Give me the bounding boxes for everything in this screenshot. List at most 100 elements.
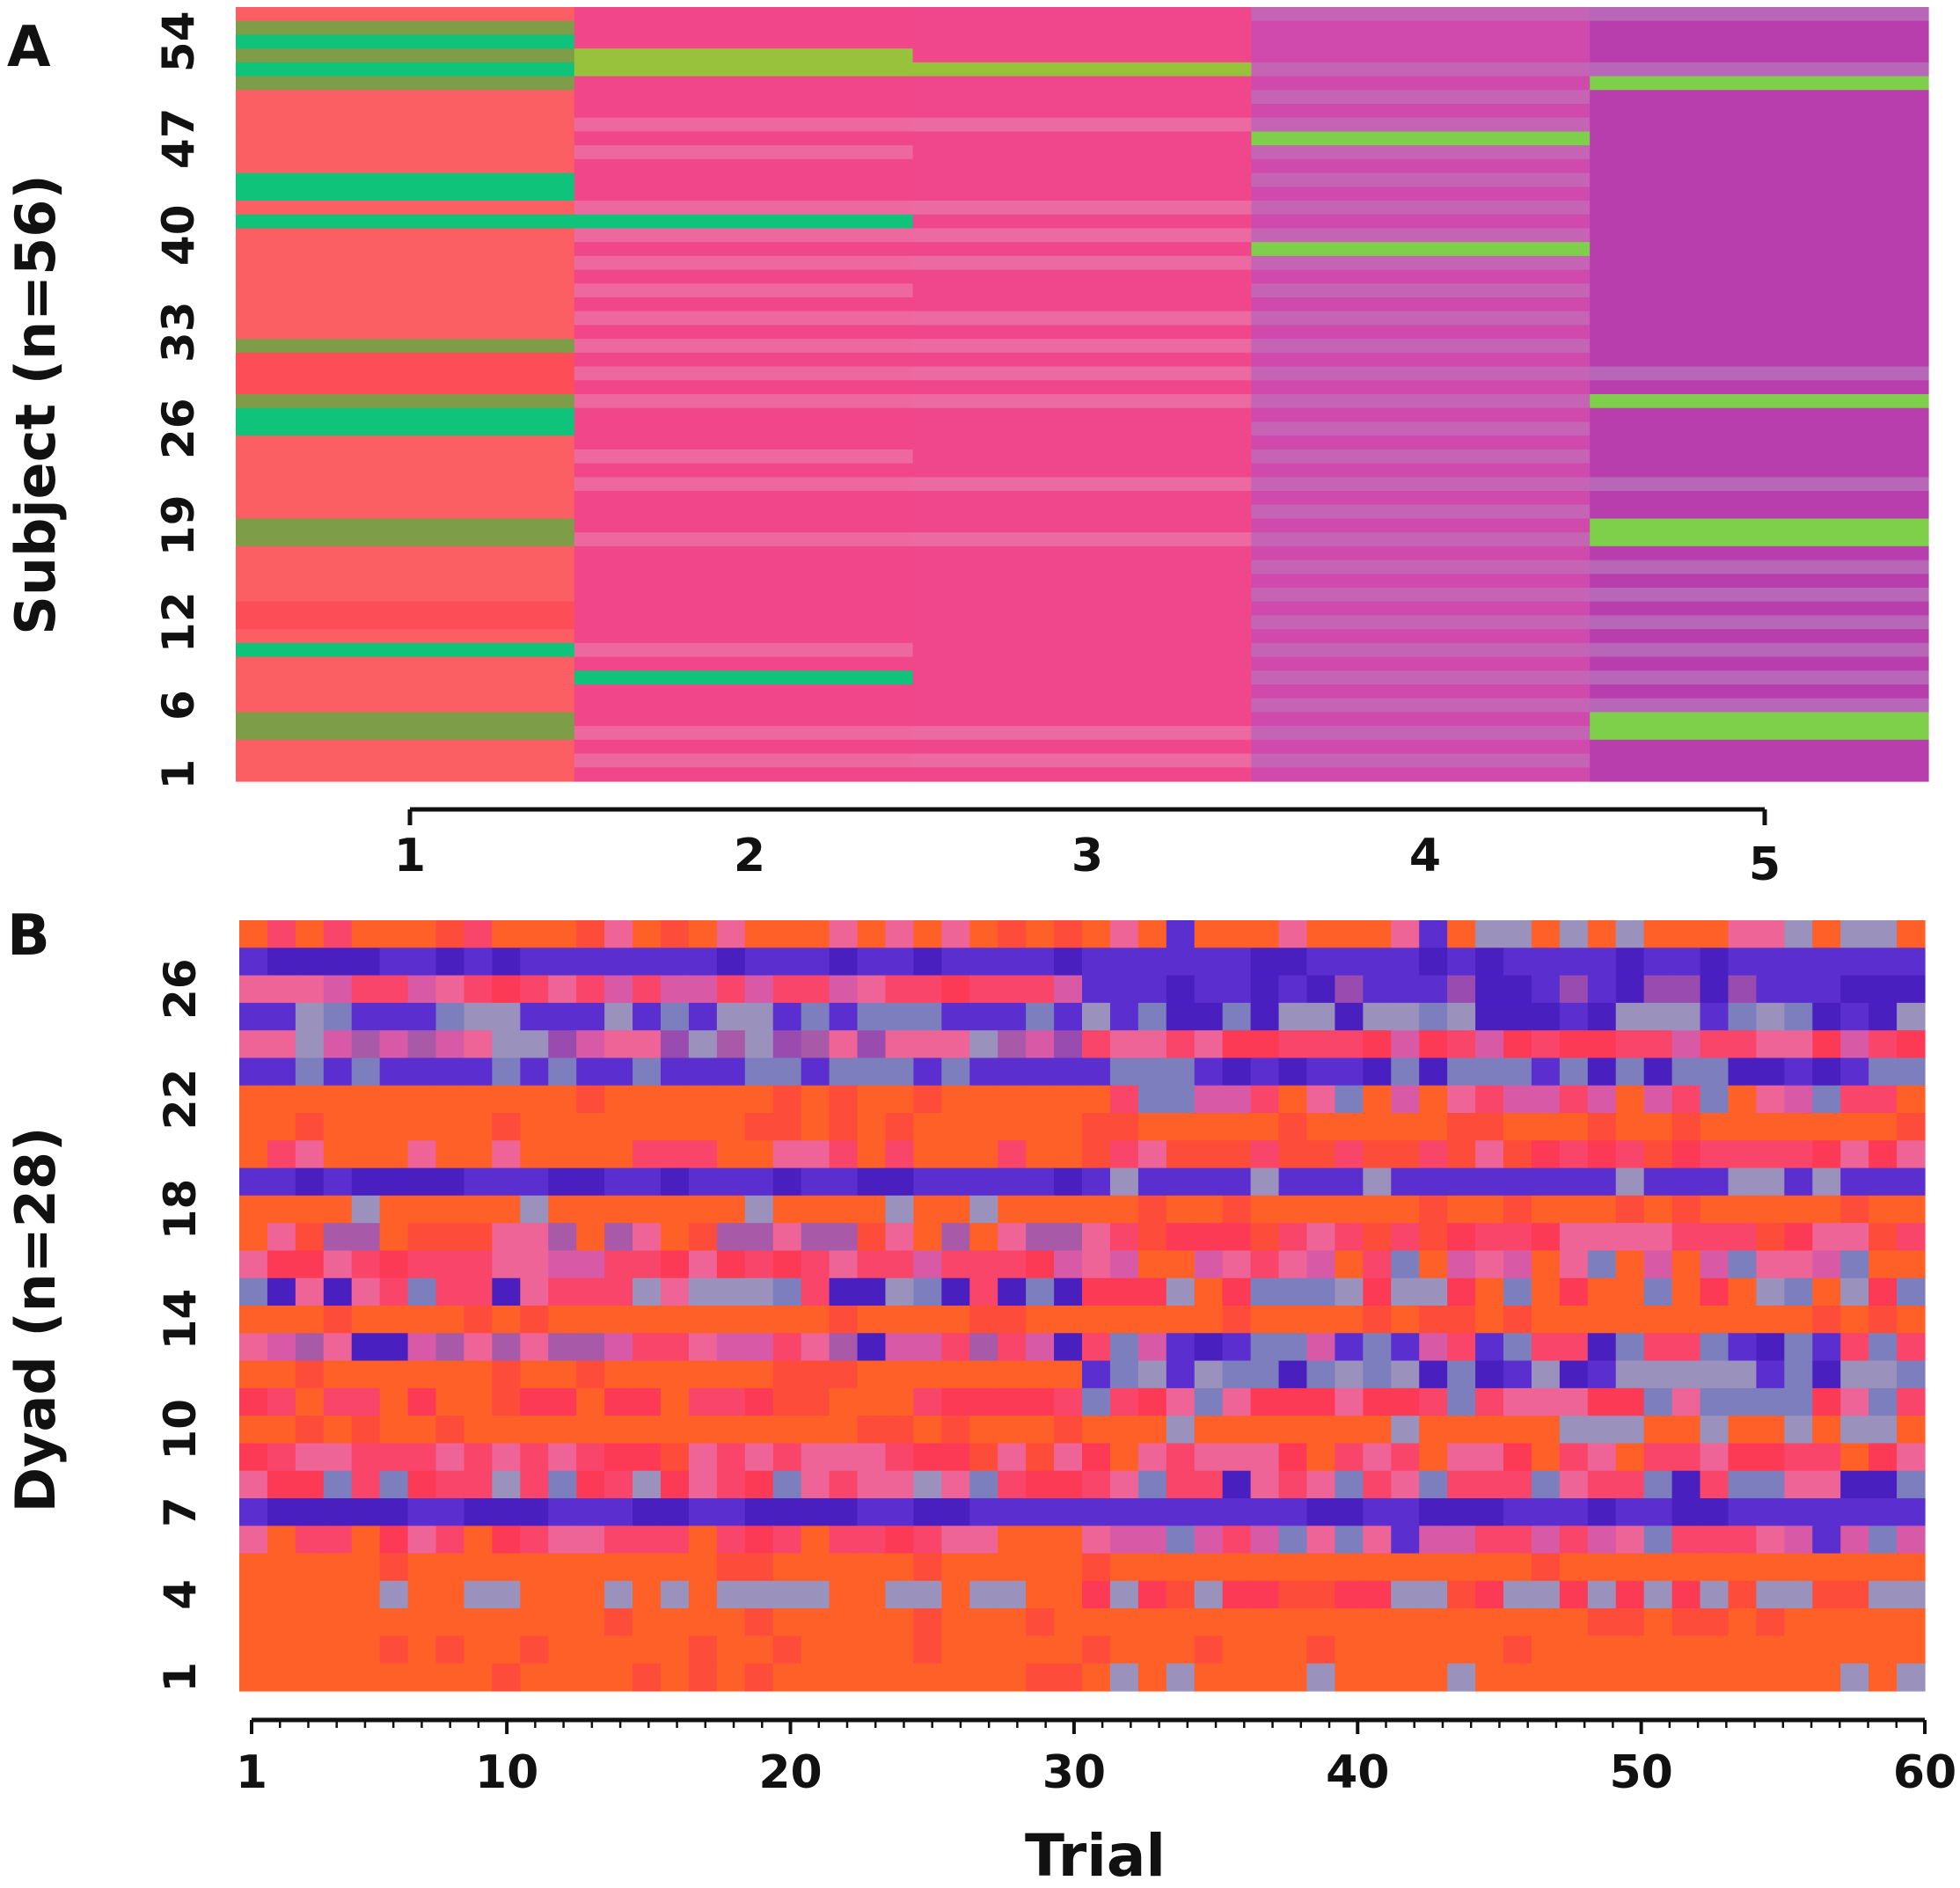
heatmap-b-cell: [1897, 1416, 1926, 1445]
heatmap-b-cell: [1335, 1663, 1364, 1692]
heatmap-b-cell: [1728, 1030, 1757, 1059]
heatmap-b-cell: [379, 1002, 409, 1031]
heatmap-b-cell: [548, 975, 577, 1004]
heatmap-b-cell: [661, 1416, 690, 1445]
heatmap-b-cell: [1278, 975, 1308, 1004]
heatmap-b-cell: [1278, 1030, 1308, 1059]
heatmap-b-cell: [688, 1470, 718, 1499]
heatmap-b-cell: [323, 1195, 353, 1224]
heatmap-b-cell: [351, 948, 381, 977]
heatmap-b-cell: [744, 1277, 774, 1306]
heatmap-b-cell: [633, 1113, 662, 1141]
heatmap-a-cell: [236, 491, 575, 506]
heatmap-b-cell: [267, 1002, 296, 1031]
heatmap-b-cell: [885, 1526, 914, 1555]
heatmap-b-cell: [239, 1306, 268, 1334]
heatmap-a-cell: [912, 158, 1252, 174]
heatmap-b-cell: [1447, 1333, 1476, 1362]
heatmap-b-cell: [267, 1113, 296, 1141]
heatmap-b-cell: [1194, 1223, 1224, 1252]
heatmap-b-cell: [407, 1553, 437, 1582]
heatmap-b-cell: [716, 1580, 746, 1609]
heatmap-b-cell: [520, 1195, 549, 1224]
heatmap-b-cell: [716, 1443, 746, 1472]
heatmap-b-cell: [1391, 975, 1420, 1004]
heatmap-b-cell: [744, 1387, 774, 1416]
heatmap-b-cell: [576, 1250, 605, 1279]
heatmap-b-cell: [435, 1553, 465, 1582]
heatmap-b-cell: [1306, 1663, 1335, 1692]
heatmap-b-cell: [969, 1223, 998, 1252]
heatmap-b-cell: [941, 1608, 970, 1637]
heatmap-b-cell: [323, 948, 353, 977]
heatmap-b-cell: [913, 1553, 942, 1582]
heatmap-a-cell: [1590, 90, 1929, 105]
heatmap-b-cell: [1306, 948, 1335, 977]
heatmap-b-cell: [1812, 920, 1841, 948]
heatmap-b-cell: [857, 1002, 887, 1031]
heatmap-b-cell: [1054, 1113, 1083, 1141]
heatmap-a-cell: [236, 366, 575, 381]
heatmap-b-cell: [998, 1085, 1027, 1114]
heatmap-b-cell: [604, 1223, 633, 1252]
heatmap-a-cell: [912, 172, 1252, 187]
heatmap-b-cell: [1559, 948, 1589, 977]
heatmap-b-cell: [379, 1387, 409, 1416]
heatmap-b-cell: [1559, 1360, 1589, 1389]
heatmap-b-cell: [744, 1306, 774, 1334]
heatmap-b-cell: [1869, 1553, 1898, 1582]
y-tick-label-a: 19: [153, 495, 204, 557]
heatmap-b-cell: [1222, 1223, 1252, 1252]
heatmap-b-cell: [1615, 1608, 1645, 1637]
heatmap-b-cell: [1587, 1387, 1617, 1416]
heatmap-b-cell: [801, 1057, 830, 1087]
heatmap-a-cell: [236, 518, 575, 533]
heatmap-b-cell: [1897, 1085, 1926, 1114]
heatmap-b-cell: [1222, 948, 1252, 977]
heatmap-b-cell: [1278, 1223, 1308, 1252]
heatmap-b-cell: [969, 975, 998, 1004]
heatmap-b-cell: [1728, 1057, 1757, 1087]
heatmap-b-cell: [857, 1443, 887, 1472]
heatmap-b-cell: [1109, 1580, 1139, 1609]
heatmap-b-cell: [1166, 1636, 1196, 1665]
heatmap-a-cell: [574, 588, 914, 603]
heatmap-b-cell: [379, 1553, 409, 1582]
heatmap-b-cell: [1026, 948, 1055, 977]
heatmap-b-cell: [1559, 1470, 1589, 1499]
heatmap-b-cell: [1222, 1636, 1252, 1665]
heatmap-b-cell: [772, 1470, 802, 1499]
heatmap-b-cell: [1587, 1580, 1617, 1609]
heatmap-b-cell: [744, 1140, 774, 1169]
heatmap-a-cell: [1251, 325, 1591, 340]
heatmap-b-cell: [492, 1277, 521, 1306]
heatmap-b-cell: [1194, 920, 1224, 948]
heatmap-b-cell: [1363, 1663, 1392, 1692]
heatmap-b-cell: [801, 920, 830, 948]
heatmap-a-cell: [236, 311, 575, 326]
heatmap-a-cell: [236, 90, 575, 105]
heatmap-b-cell: [1250, 1636, 1280, 1665]
heatmap-b-cell: [492, 1057, 521, 1087]
heatmap-a-cell: [1251, 739, 1591, 755]
heatmap-a-cell: [236, 656, 575, 671]
heatmap-b-cell: [407, 1113, 437, 1141]
heatmap-b-cell: [379, 1663, 409, 1692]
heatmap-b-cell: [1278, 1553, 1308, 1582]
heatmap-b-cell: [1335, 1636, 1364, 1665]
heatmap-a-cell: [912, 104, 1252, 119]
heatmap-b-cell: [1109, 1277, 1139, 1306]
heatmap-b-cell: [1026, 1250, 1055, 1279]
heatmap-b-cell: [688, 1002, 718, 1031]
heatmap-b-cell: [1531, 1636, 1561, 1665]
heatmap-b-cell: [661, 1470, 690, 1499]
heatmap-b-cell: [744, 1030, 774, 1059]
heatmap-b-cell: [323, 1085, 353, 1114]
heatmap-b-cell: [1391, 1113, 1420, 1141]
heatmap-b-cell: [1306, 1223, 1335, 1252]
heatmap-b-cell: [885, 1113, 914, 1141]
heatmap-b-cell: [407, 1663, 437, 1692]
heatmap-b-cell: [1363, 1443, 1392, 1472]
heatmap-b-cell: [1363, 1580, 1392, 1609]
heatmap-b-cell: [323, 1663, 353, 1692]
